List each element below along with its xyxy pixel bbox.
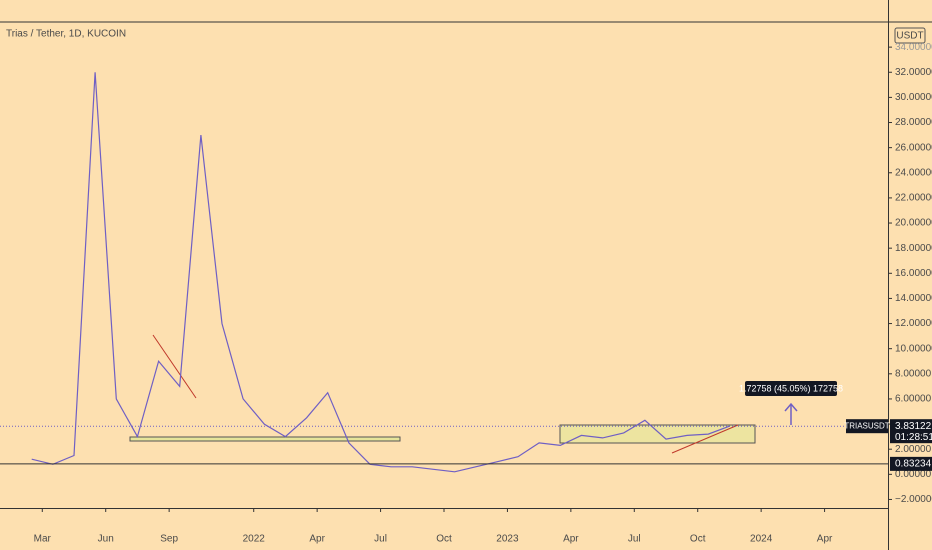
symbol-box [846,419,888,434]
x-tick-label: Jun [98,534,114,545]
y-tick-label: 28.00000 [895,117,932,128]
last-price-label: 3.83122 [895,421,932,432]
currency-button-label[interactable]: USDT [896,31,923,42]
horizontal-line-box [890,456,932,471]
y-tick-label: 26.00000 [895,142,932,153]
countdown-label: 01:28:51 [895,432,932,443]
y-tick-label: 34.00000 [895,42,932,53]
horizontal-line-label: 0.83234 [895,459,932,470]
trend-line [671,424,739,454]
y-tick-label: 6.00000 [895,394,932,405]
x-tick-label: Oct [436,534,452,545]
chart-title: Trias / Tether, 1D, KUCOIN [6,29,126,40]
x-tick-label: Apr [309,534,325,545]
measure-box [745,381,837,396]
y-tick-label: −2.00000 [895,494,932,505]
support-box [129,436,401,442]
x-tick-label: Apr [817,534,833,545]
y-tick-label: 32.00000 [895,67,932,78]
x-tick-label: Jul [628,534,641,545]
y-tick-label: 16.00000 [895,268,932,279]
x-tick-label: 2024 [750,534,773,545]
trend-line [152,334,197,399]
x-tick-label: Mar [34,534,52,545]
y-tick-label: 10.00000 [895,343,932,354]
y-tick-label: 20.00000 [895,218,932,229]
price-line [31,72,730,473]
y-tick-label: 22.00000 [895,193,932,204]
target-arrow-head [784,402,798,412]
x-tick-label: Jul [374,534,387,545]
y-tick-label: 30.00000 [895,92,932,103]
x-tick-label: Apr [563,534,579,545]
y-tick-label: 8.00000 [895,368,932,379]
x-tick-label: Sep [160,534,178,545]
x-tick-label: Oct [690,534,706,545]
y-tick-label: 12.00000 [895,318,932,329]
symbol-label: TRIASUSDT [844,421,889,430]
last-price-box [890,419,932,444]
y-tick-label: 0.00000 [895,469,932,480]
y-tick-label: 24.00000 [895,167,932,178]
y-tick-label: 2.00000 [895,444,932,455]
x-tick-label: 2023 [496,534,519,545]
y-tick-label: 14.00000 [895,293,932,304]
measure-label: 1.72758 (45.05%) 172758 [739,383,843,393]
currency-button[interactable] [894,27,926,44]
y-tick-label: 18.00000 [895,243,932,254]
x-tick-label: 2022 [243,534,266,545]
